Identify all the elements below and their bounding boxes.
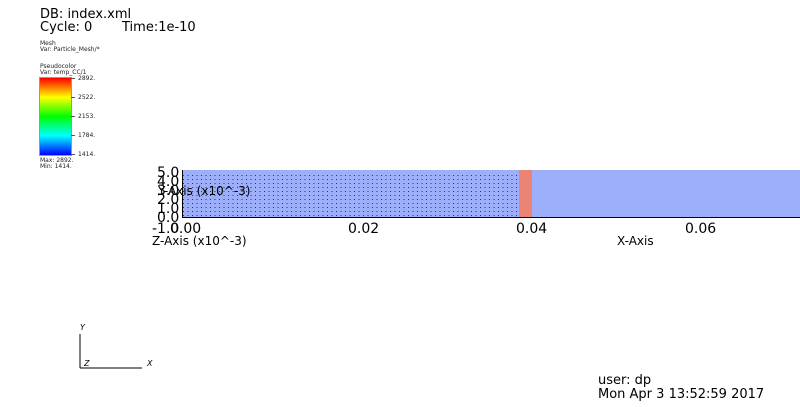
y-axis-line [182, 170, 183, 218]
y-tick-label: 1.0 [157, 201, 180, 217]
z-tick-label: -1.0 [152, 221, 180, 237]
colorbar-tick-label: 2153. [78, 113, 96, 120]
user-label: user: dp [598, 373, 652, 388]
colorbar-tick-label: 1784. [78, 132, 96, 139]
axis-triad [79, 334, 142, 369]
x-tick-label: 0.00 [170, 221, 202, 237]
cycle-label: Cycle: 0 [40, 20, 93, 35]
mesh-legend-var: Var: Particle_Mesh/* [40, 46, 100, 53]
triad-z-label: Z [84, 359, 90, 368]
colorbar-tick-mark [71, 154, 75, 155]
legend-max: Max: 2892. [40, 157, 74, 164]
y-tick-label: 0.0 [157, 210, 180, 226]
time-label: Time:1e-10 [122, 20, 196, 35]
colorbar-tick-mark [71, 135, 75, 136]
legend-min: Min: 1414. [40, 163, 72, 170]
date-label: Mon Apr 3 13:52:59 2017 [598, 387, 765, 402]
x-axis-line [182, 217, 800, 218]
y-tick-label: 2.0 [157, 192, 180, 208]
pseudocolor-legend-title: Pseudocolor [40, 63, 77, 70]
colorbar-tick-label: 2522. [78, 94, 96, 101]
triad-y-label: Y [80, 323, 85, 332]
mesh-legend-title: Mesh [40, 40, 56, 47]
x-axis-label: X-Axis [617, 234, 654, 248]
x-tick-label: 0.06 [685, 221, 717, 237]
x-tick-label: 0.02 [348, 221, 380, 237]
z-axis-label: Z-Axis (x10^-3) [152, 234, 247, 248]
colorbar-tick-mark [71, 116, 75, 117]
hot-band [519, 170, 532, 217]
x-tick-label: 0.04 [516, 221, 548, 237]
y-tick-label: 4.0 [157, 174, 180, 190]
colorbar-tick-mark [71, 78, 75, 79]
db-label: DB: index.xml [40, 7, 132, 22]
colorbar-tick-label: 2892. [78, 75, 96, 82]
colorbar-tick-mark [71, 97, 75, 98]
y-tick-label: 3.0 [157, 183, 180, 199]
triad-x-label: X [147, 359, 153, 368]
colorbar-tick-label: 1414. [78, 151, 96, 158]
y-axis-label: Y-Axis (x10^-3) [158, 184, 251, 198]
particle-mesh [182, 172, 520, 216]
colorbar [39, 77, 72, 156]
pseudocolor-legend-var: Var: temp_CC/1 [40, 69, 87, 76]
y-tick-label: 5.0 [157, 165, 180, 181]
